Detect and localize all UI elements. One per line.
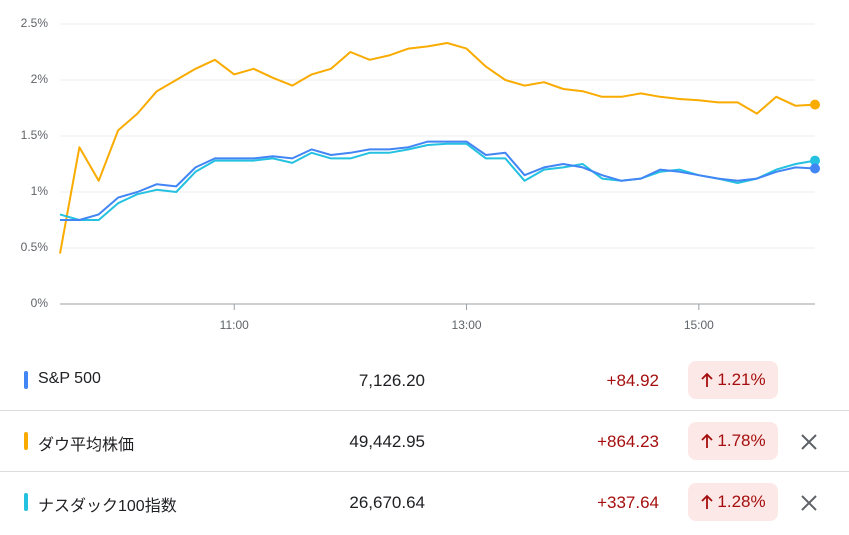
percent-badge: 1.28% <box>688 483 778 521</box>
percent: 1.78% <box>717 431 766 450</box>
table-row: S&P 500 7,126.20 +84.92 1.21% <box>0 350 849 411</box>
table-row: ダウ平均株価 49,442.95 +864.23 1.78% <box>0 411 849 472</box>
color-indicator <box>24 371 28 389</box>
end-dot <box>810 155 820 166</box>
up-arrow <box>701 433 714 448</box>
end-dot <box>810 163 820 174</box>
chart: 0% 0.5% 1% 1.5% 2% 2.5% 11:00 13:00 15:00 <box>21 16 820 332</box>
color-indicator <box>24 432 28 450</box>
remove-button[interactable] <box>796 429 822 455</box>
up-arrow <box>701 494 714 509</box>
y-tick-label: 2% <box>31 72 49 86</box>
end-dot <box>810 99 820 110</box>
y-tick-label: 1.5% <box>21 128 49 142</box>
color-indicator <box>24 493 28 511</box>
y-tick-label: 0% <box>31 296 49 310</box>
x-tick-label: 11:00 <box>220 318 249 332</box>
x-tick-label: 15:00 <box>684 318 714 332</box>
index-name: S&P 500 <box>38 370 101 387</box>
percent-badge: 1.21% <box>688 361 778 399</box>
percent-badge: 1.78% <box>688 422 778 460</box>
x-tick-label: 13:00 <box>452 318 482 332</box>
index-name: ダウ平均株価 <box>38 437 135 454</box>
y-tick-label: 0.5% <box>21 240 49 254</box>
change: +84.92 <box>606 371 659 390</box>
price: 26,670.64 <box>349 493 425 512</box>
change: +864.23 <box>597 432 659 451</box>
series-line <box>60 140 816 221</box>
price: 7,126.20 <box>358 371 425 390</box>
table-row: ナスダック100指数 26,670.64 +337.64 1.28% <box>0 472 849 532</box>
percent: 1.28% <box>717 492 766 511</box>
remove-button[interactable] <box>796 490 822 516</box>
up-arrow <box>701 372 714 387</box>
comparison-table: S&P 500 7,126.20 +84.92 1.21% ダウ平均株価 49,442.9… <box>0 350 849 532</box>
y-tick-label: 2.5% <box>21 16 49 30</box>
index-name: ナスダック100指数 <box>38 498 177 515</box>
change: +337.64 <box>597 493 659 512</box>
series-line <box>59 142 816 221</box>
y-tick-label: 1% <box>31 184 49 198</box>
series-line <box>59 42 816 254</box>
price: 49,442.95 <box>349 432 425 451</box>
percent: 1.21% <box>717 370 766 389</box>
